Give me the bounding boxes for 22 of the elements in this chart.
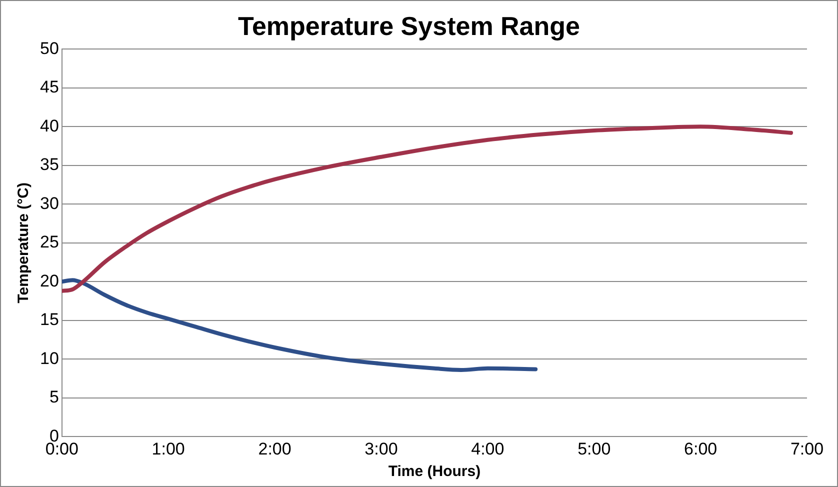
y-tick-label: 35	[40, 155, 59, 174]
y-tick-label: 40	[40, 116, 59, 136]
line-series	[62, 278, 538, 372]
x-tick-label: 1:00	[152, 439, 185, 458]
x-tick-label: 4:00	[471, 439, 504, 458]
y-tick-label: 45	[40, 78, 59, 97]
y-axis-title: Temperature (°C)	[15, 182, 32, 304]
y-tick-label: 20	[40, 271, 59, 290]
line-series	[62, 124, 794, 293]
y-tick-label: 25	[40, 232, 59, 252]
x-tick-label: 3:00	[364, 439, 398, 458]
chart-title: Temperature System Range	[238, 10, 580, 41]
y-tick-label: 15	[40, 310, 59, 330]
x-axis-title: Time (Hours)	[388, 463, 481, 480]
x-tick-label: 6:00	[684, 439, 718, 458]
y-tick-label: 5	[49, 388, 59, 407]
x-tick-label: 7:00	[790, 439, 824, 458]
y-tick-label: 50	[40, 38, 59, 58]
x-tick-label: 5:00	[578, 439, 611, 458]
y-tick-label: 30	[40, 194, 59, 213]
x-tick-label: 2:00	[258, 439, 292, 458]
y-tick-label: 10	[40, 348, 59, 368]
